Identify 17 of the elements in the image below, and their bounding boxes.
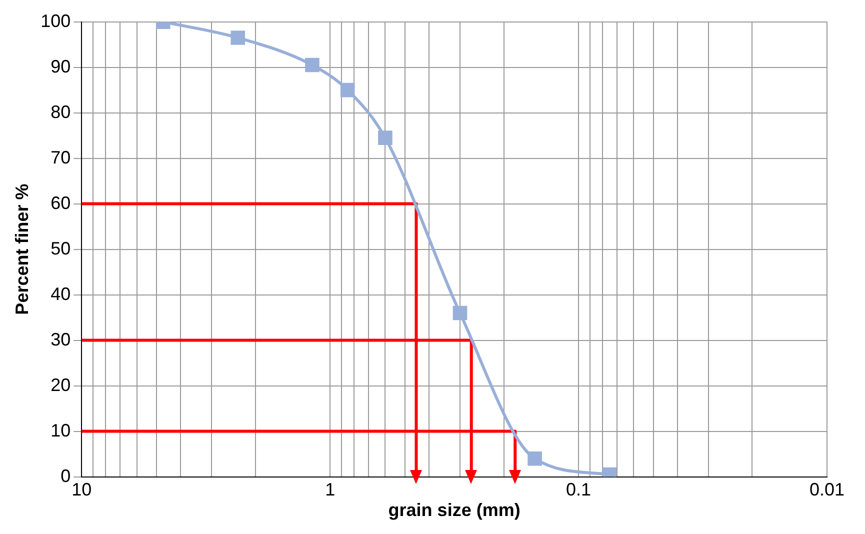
x-axis-title: grain size (mm)	[388, 500, 520, 520]
y-tick-label: 40	[50, 284, 71, 304]
y-axis-title: Percent finer %	[12, 184, 32, 315]
y-tick-label: 80	[50, 102, 71, 122]
x-tick-label: 10	[72, 480, 92, 500]
y-tick-label: 50	[50, 238, 71, 258]
x-tick-label: 0.1	[566, 480, 592, 500]
y-tick-label: 60	[50, 192, 71, 213]
x-tick-label: 0.01	[809, 480, 845, 500]
y-tick-label: 20	[50, 374, 71, 395]
y-tick-label: 30	[50, 329, 71, 350]
y-tick-label: 100	[40, 10, 71, 31]
y-tick-label: 10	[50, 420, 71, 440]
y-tick-label: 90	[50, 56, 71, 76]
y-tick-label: 70	[50, 147, 71, 168]
x-tick-label: 1	[325, 480, 336, 500]
y-tick-label: 0	[60, 466, 71, 486]
